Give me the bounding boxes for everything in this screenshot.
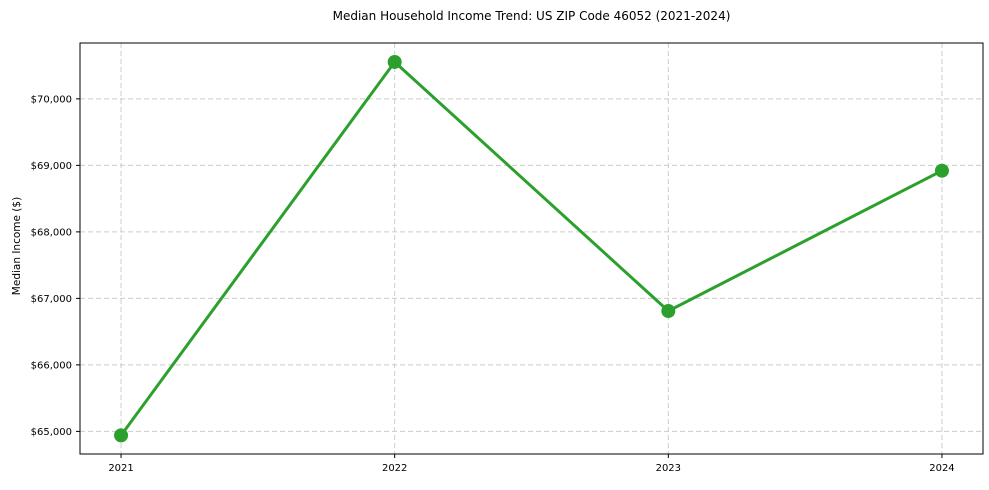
y-tick-label: $67,000 <box>31 294 72 305</box>
y-tick-label: $65,000 <box>31 427 72 438</box>
plot-border <box>79 42 984 455</box>
x-tick-label: 2021 <box>108 463 133 474</box>
y-tick-label: $66,000 <box>31 360 72 371</box>
data-point-2023 <box>661 304 676 319</box>
y-tick-label: $69,000 <box>31 161 72 172</box>
data-point-2024 <box>934 163 949 178</box>
y-tick-label: $68,000 <box>31 227 72 238</box>
x-tick-label: 2022 <box>382 463 407 474</box>
income-trend-line <box>119 60 944 437</box>
y-tick-label: $70,000 <box>31 94 72 105</box>
x-tick-label: 2024 <box>929 463 954 474</box>
data-point-2021 <box>114 428 129 443</box>
chart-title: Median Household Income Trend: US ZIP Co… <box>332 9 731 23</box>
data-point-2022 <box>387 54 402 69</box>
x-tick-label: 2023 <box>656 463 681 474</box>
